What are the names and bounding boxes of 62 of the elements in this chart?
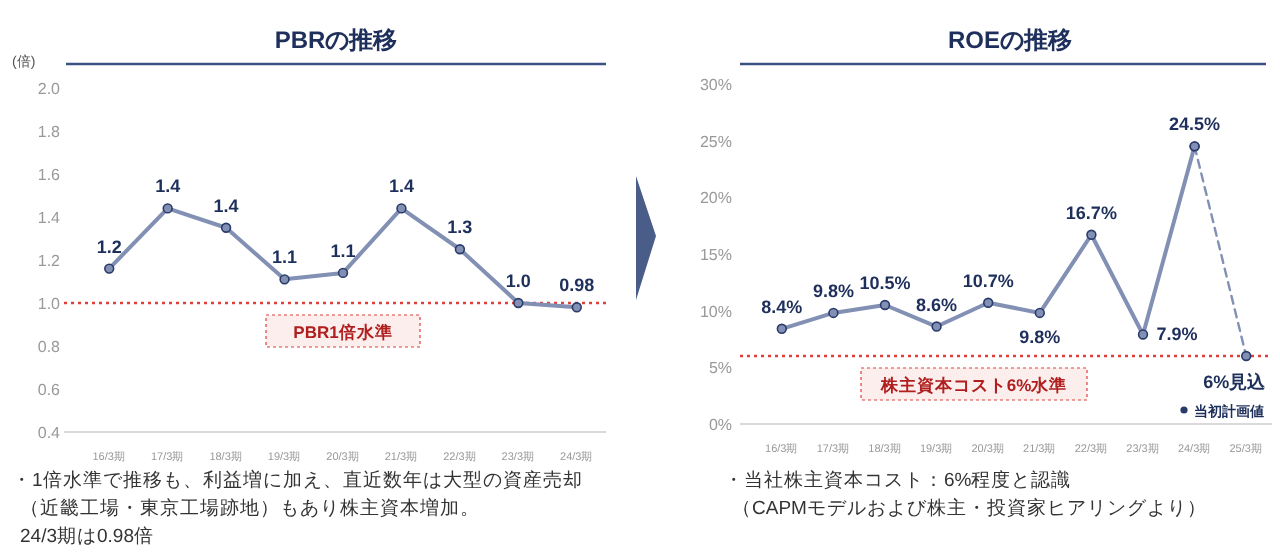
data-label: 1.4: [213, 195, 239, 216]
y-tick-label: 1.4: [37, 209, 62, 227]
data-label: 1.4: [155, 176, 181, 197]
point: [220, 222, 232, 233]
y-tick-label: 5%: [708, 359, 732, 378]
chart-title: ROEの推移: [947, 26, 1073, 54]
y-tick-label: 20%: [699, 189, 732, 208]
data-label: 1.4: [388, 176, 414, 197]
text: 24/3期は0.98倍: [20, 524, 154, 548]
data-label: 1.0: [505, 271, 531, 291]
y-tick-label: 2.0: [37, 80, 62, 98]
data-label: 6%見込: [1203, 372, 1268, 392]
text: ・1倍水準で推移も、利益増に加え、直近数年は大型の資産売却: [12, 468, 583, 492]
data-label: 8.6%: [916, 294, 958, 315]
data-label: 24.5%: [1169, 114, 1221, 135]
data-label: 1.1: [330, 240, 356, 261]
point: [1086, 229, 1097, 240]
data-label: 1.3: [447, 217, 473, 238]
text: ・当社株主資本コスト：6%程度と認識: [724, 468, 1072, 492]
data-label: 10.5%: [859, 273, 911, 293]
point: [104, 263, 115, 274]
data-label: 0.98: [559, 275, 595, 296]
point: [1034, 307, 1045, 319]
y-tick-label: 1.2: [37, 252, 62, 270]
point: [776, 323, 787, 334]
point: [162, 203, 173, 214]
point: [1241, 350, 1252, 362]
point: [571, 302, 582, 313]
y-tick-label: 1.6: [37, 166, 62, 184]
data-label: 9.8%: [1019, 326, 1061, 347]
point: [828, 307, 839, 319]
text: （CAPMモデルおよび株主・投資家ヒアリングより）: [732, 496, 1207, 520]
data-label: 16.7%: [1065, 202, 1117, 223]
point: [879, 299, 891, 311]
y-tick-label: 1.8: [37, 123, 62, 141]
y-tick-label: 25%: [699, 132, 732, 151]
point: [454, 244, 466, 255]
point: [396, 203, 407, 214]
chart-title: PBRの推移: [274, 26, 398, 54]
data-label: 1.1: [272, 247, 298, 268]
data-label: 1.2: [96, 236, 122, 257]
point: [1137, 329, 1149, 340]
ref-line-label: 株主資本コスト6%水準: [878, 375, 1068, 395]
point: [513, 297, 524, 309]
y-tick-label: 15%: [699, 246, 732, 264]
point: [337, 267, 349, 279]
point: [931, 321, 942, 332]
ref-line-label: PBR1倍水準: [293, 322, 393, 342]
text: （近畿工場・東京工場跡地）もあり株主資本増加。: [20, 496, 480, 520]
y-tick-label: 0.8: [37, 338, 62, 356]
y-tick-label: 10%: [699, 302, 732, 321]
y-tick-label: 1.0: [37, 295, 62, 313]
point: [279, 274, 290, 285]
data-label: 9.8%: [812, 280, 854, 301]
data-label: 8.4%: [761, 296, 803, 317]
y-tick-label: 0%: [708, 416, 732, 434]
y-tick-label: 30%: [699, 76, 732, 94]
point: [983, 297, 994, 308]
data-label: 10.7%: [962, 270, 1014, 291]
data-label: 7.9%: [1156, 324, 1198, 345]
y-tick-label: 0.4: [37, 424, 62, 442]
y-tick-label: 0.6: [37, 381, 62, 399]
